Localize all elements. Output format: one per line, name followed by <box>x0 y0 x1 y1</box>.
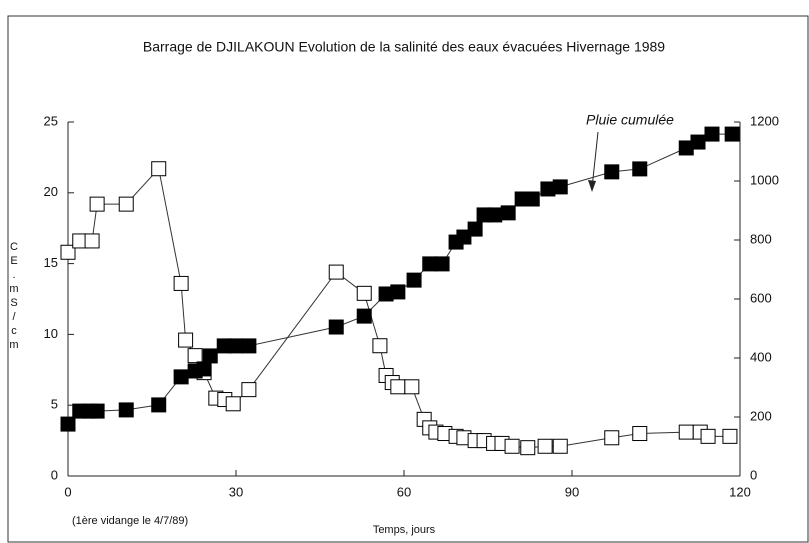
data-point <box>60 416 76 432</box>
data-point <box>372 338 388 354</box>
data-point <box>89 403 105 419</box>
data-point <box>524 191 540 207</box>
y-tick-label: 25 <box>44 113 58 128</box>
y2-tick-label: 1000 <box>750 172 779 187</box>
data-point <box>390 379 406 395</box>
y-tick-label: 5 <box>51 397 58 412</box>
y2-tick-label: 0 <box>750 467 757 482</box>
data-point <box>328 319 344 335</box>
data-point <box>700 428 716 444</box>
data-point <box>356 308 372 324</box>
data-point <box>118 196 134 212</box>
data-point <box>487 207 503 223</box>
data-point <box>404 379 420 395</box>
data-point <box>604 430 620 446</box>
data-point <box>390 284 406 300</box>
arrow-head <box>588 180 596 192</box>
y-tick-label: 20 <box>44 184 58 199</box>
data-point <box>228 338 244 354</box>
data-point <box>504 438 520 454</box>
y-tick-label: 0 <box>51 467 58 482</box>
data-point <box>456 229 472 245</box>
x-tick-label: 30 <box>229 484 243 499</box>
chart-title: Barrage de DJILAKOUN Evolution de la sal… <box>143 39 665 55</box>
data-point <box>202 348 218 364</box>
data-point <box>241 338 257 354</box>
data-point <box>690 134 706 150</box>
x-tick-label: 0 <box>64 484 71 499</box>
y-tick-label: 10 <box>44 326 58 341</box>
x-tick-label: 120 <box>729 484 751 499</box>
data-point <box>537 438 553 454</box>
y2-tick-label: 400 <box>750 349 772 364</box>
data-point <box>89 196 105 212</box>
data-point <box>722 428 738 444</box>
data-point <box>151 161 167 177</box>
x-tick-label: 90 <box>565 484 579 499</box>
x-axis-label: Temps, jours <box>373 524 436 536</box>
data-point <box>196 361 212 377</box>
data-point <box>604 164 620 180</box>
data-point <box>467 221 483 237</box>
data-point <box>60 244 76 260</box>
y2-tick-label: 200 <box>750 408 772 423</box>
data-point <box>173 275 189 291</box>
data-point <box>500 205 516 221</box>
data-point <box>552 179 568 195</box>
data-point <box>178 332 194 348</box>
data-point <box>520 440 536 456</box>
annotation-arrow <box>591 131 599 189</box>
y2-tick-label: 600 <box>750 290 772 305</box>
data-point <box>173 369 189 385</box>
data-point <box>434 256 450 272</box>
data-point <box>724 126 740 142</box>
data-point <box>151 397 167 413</box>
y2-tick-label: 1200 <box>750 113 779 128</box>
data-point <box>187 348 203 364</box>
data-point <box>678 424 694 440</box>
annotation: (1ère vidange le 4/7/89) <box>72 515 188 527</box>
y2-tick-label: 800 <box>750 231 772 246</box>
data-point <box>632 161 648 177</box>
series-line <box>67 167 730 449</box>
data-point <box>225 396 241 412</box>
annotation: Pluie cumulée <box>586 112 674 128</box>
data-point <box>632 426 648 442</box>
data-point <box>241 382 257 398</box>
x-tick-label: 60 <box>397 484 411 499</box>
data-point <box>84 233 100 249</box>
data-point <box>356 285 372 301</box>
y-axis-label: C E. m S / c m <box>9 241 18 351</box>
data-point <box>704 126 720 142</box>
data-point <box>328 264 344 280</box>
frame <box>7 15 809 543</box>
data-point <box>118 402 134 418</box>
data-point <box>406 272 422 288</box>
data-point <box>552 438 568 454</box>
y-tick-label: 15 <box>44 255 58 270</box>
